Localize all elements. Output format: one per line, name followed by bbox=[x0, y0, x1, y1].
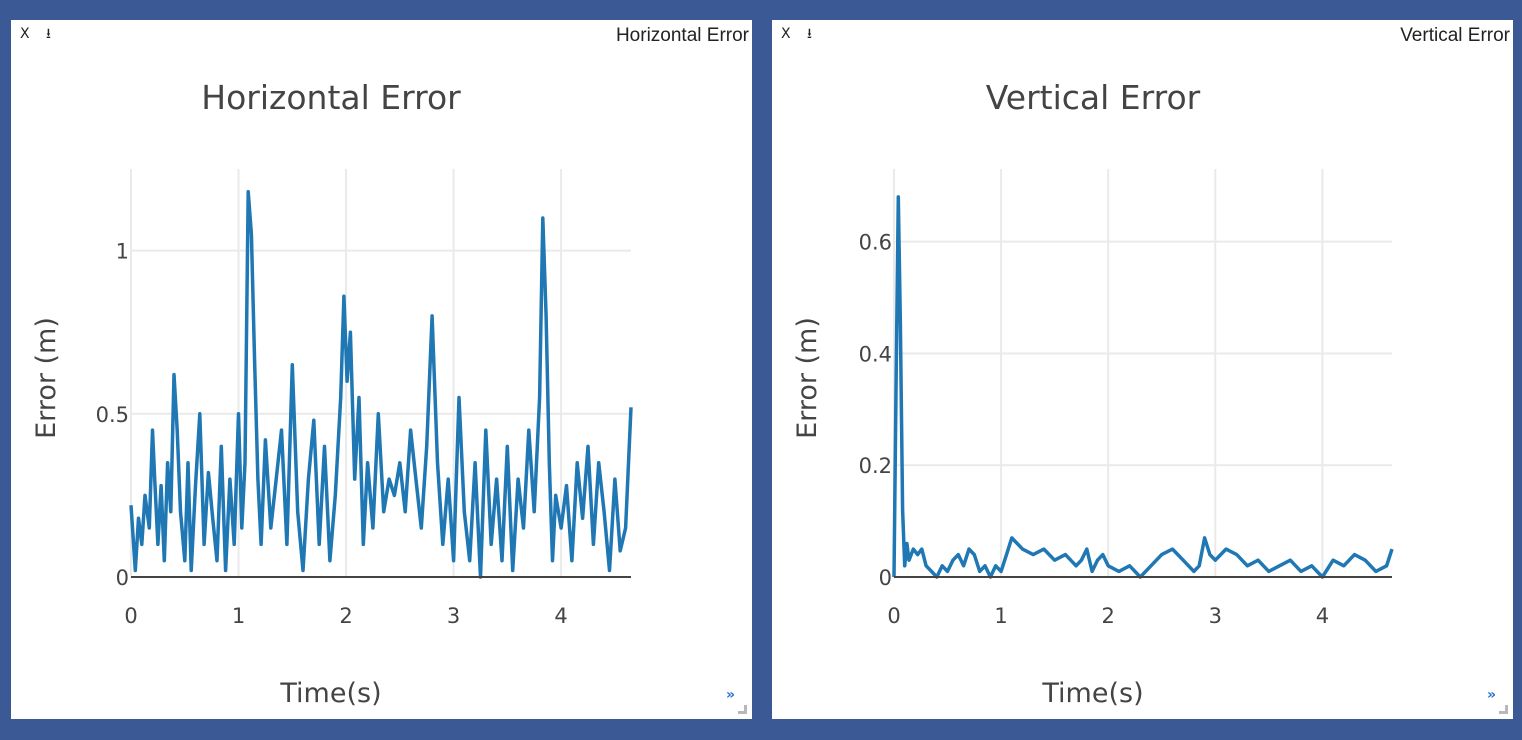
panel-header-title: Horizontal Error bbox=[615, 25, 749, 46]
x-tick-label: 2 bbox=[1102, 604, 1115, 628]
vertical-error-chart: 0 1 2 3 4 0 0.2 0.4 0.6 Vertical Error Time(s) Erro… bbox=[792, 78, 1394, 709]
series-line bbox=[892, 195, 1394, 579]
x-tick-label: 0 bbox=[124, 604, 137, 628]
x-axis-label: Time(s) bbox=[1041, 678, 1143, 709]
y-tick-label: 0.4 bbox=[859, 342, 892, 366]
y-tick-label: 0.6 bbox=[859, 231, 892, 255]
y-axis-label: Error (m) bbox=[31, 317, 62, 439]
y-axis-label: Error (m) bbox=[792, 317, 823, 439]
x-tick-label: 1 bbox=[232, 604, 245, 628]
expand-icon[interactable]: » bbox=[1486, 687, 1496, 703]
download-icon[interactable]: ⭳ bbox=[46, 26, 51, 42]
y-tick-label: 1 bbox=[116, 240, 129, 264]
y-tick-label: 0.5 bbox=[96, 403, 129, 427]
horizontal-error-panel: X ⭳ Horizontal Error 0 1 2 3 4 0 0.5 1 Horizonta… bbox=[11, 20, 752, 719]
series-line bbox=[129, 190, 633, 579]
x-tick-label: 3 bbox=[1209, 604, 1222, 628]
x-tick-label: 0 bbox=[887, 604, 900, 628]
x-tick-label: 2 bbox=[339, 604, 352, 628]
chart-title: Vertical Error bbox=[986, 78, 1201, 117]
x-tick-label: 4 bbox=[554, 604, 567, 628]
vertical-error-panel: X ⭳ Vertical Error 0 1 2 3 4 0 0.2 0.4 0.6 Vertic… bbox=[772, 20, 1513, 719]
close-button[interactable]: X bbox=[20, 26, 30, 42]
x-axis-label: Time(s) bbox=[279, 678, 381, 709]
y-tick-label: 0.2 bbox=[859, 454, 892, 478]
resize-handle[interactable] bbox=[738, 705, 747, 714]
expand-icon[interactable]: » bbox=[725, 687, 735, 703]
x-tick-label: 1 bbox=[994, 604, 1007, 628]
chart-title: Horizontal Error bbox=[201, 78, 461, 117]
close-button[interactable]: X bbox=[781, 26, 791, 42]
y-tick-label: 0 bbox=[879, 566, 892, 590]
y-tick-label: 0 bbox=[116, 566, 129, 590]
x-tick-label: 4 bbox=[1316, 604, 1329, 628]
x-tick-label: 3 bbox=[447, 604, 460, 628]
panel-header-title: Vertical Error bbox=[1400, 25, 1510, 46]
download-icon[interactable]: ⭳ bbox=[807, 26, 812, 42]
horizontal-error-chart: 0 1 2 3 4 0 0.5 1 Horizontal Error Time(s) Error (… bbox=[31, 78, 633, 709]
resize-handle[interactable] bbox=[1499, 705, 1508, 714]
